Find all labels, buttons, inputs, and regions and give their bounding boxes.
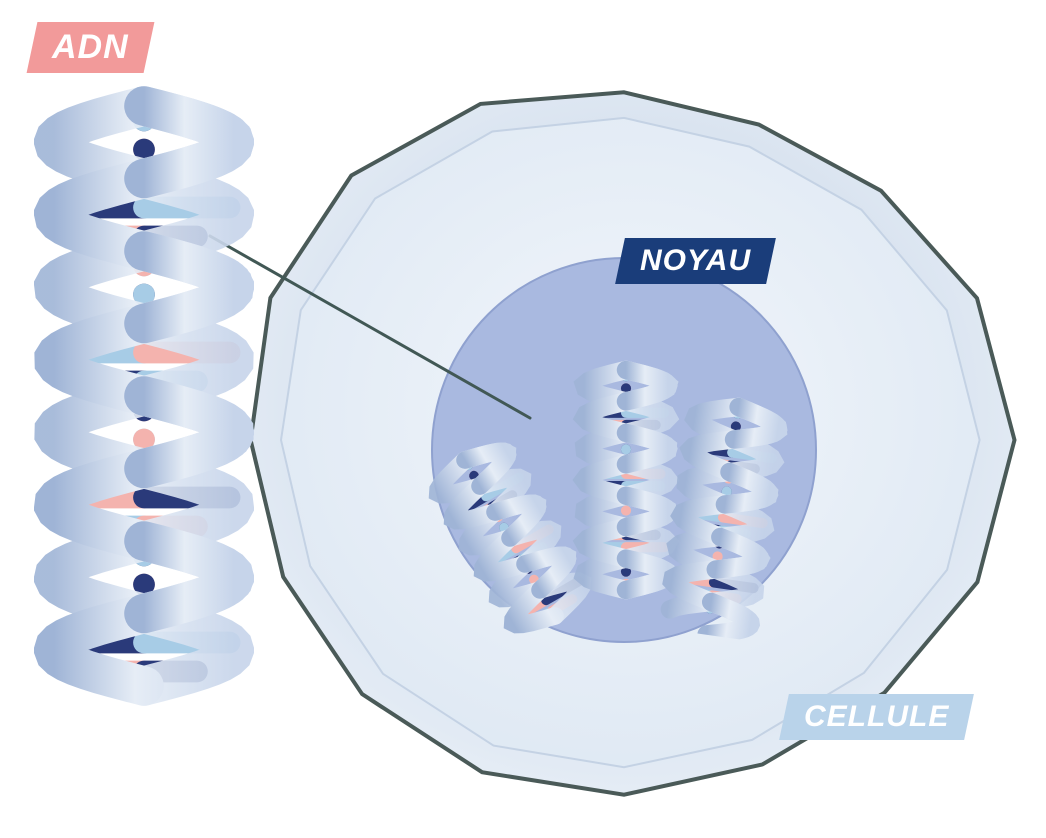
adn-label-text: ADN	[52, 28, 129, 67]
adn-label: ADN	[27, 22, 155, 73]
cellule-label: CELLULE	[779, 694, 974, 740]
cellule-label-text: CELLULE	[804, 700, 949, 734]
noyau-label-text: NOYAU	[640, 244, 751, 278]
noyau-label: NOYAU	[615, 238, 776, 284]
